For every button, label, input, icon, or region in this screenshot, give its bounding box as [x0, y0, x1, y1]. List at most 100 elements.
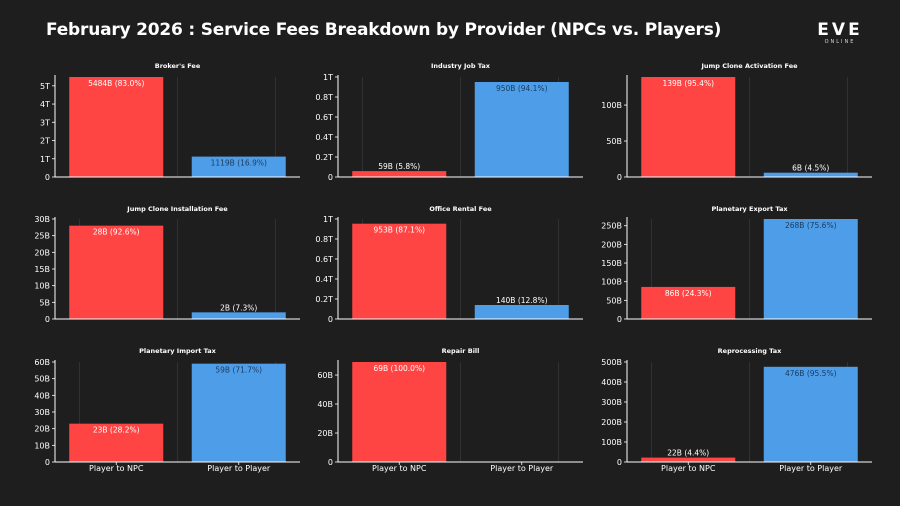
x-tick-label: Player to NPC — [89, 464, 144, 473]
y-tick-label: 0 — [617, 173, 622, 182]
bar-player-to-player — [191, 312, 286, 319]
chart-title: Jump Clone Activation Fee — [700, 62, 798, 70]
bar-player-to-player — [474, 305, 569, 319]
y-tick-label: 0 — [328, 173, 333, 182]
y-tick-label: 0 — [617, 458, 622, 467]
y-tick-label: 0.8T — [315, 93, 333, 102]
y-tick-label: 300B — [601, 398, 622, 407]
bar-player-to-player — [474, 82, 569, 177]
logo-subtext: ONLINE — [824, 39, 856, 45]
y-tick-label: 60B — [317, 371, 333, 380]
y-tick-label: 0.6T — [315, 255, 333, 264]
y-tick-label: 500B — [601, 358, 622, 367]
chart-planetary-export-tax: Planetary Export Tax 0 50B 100B 150B 200B 250B… — [601, 205, 872, 324]
y-tick-label: 50B — [34, 375, 50, 384]
y-tick-label: 400B — [601, 378, 622, 387]
y-tick-label: 15B — [34, 265, 50, 274]
y-tick-label: 0.4T — [315, 133, 333, 142]
y-tick-label: 200B — [601, 240, 622, 249]
x-tick-label: Player to Player — [207, 464, 271, 473]
bar-value-label: 23B (28.2%) — [93, 426, 140, 435]
chart-title: Broker's Fee — [155, 62, 201, 70]
bar-value-label: 953B (87.1%) — [373, 226, 425, 235]
y-tick-label: 40B — [317, 400, 333, 409]
y-tick-label: 0.4T — [315, 275, 333, 284]
eve-online-logo: EVE ONLINE — [808, 20, 872, 46]
chart-title: Planetary Export Tax — [711, 205, 788, 213]
chart-title: Office Rental Fee — [429, 205, 492, 213]
chart-industry-job-tax: Industry Job Tax 0 0.2T 0.4T 0.6T 0.8T 1T 59B (… — [315, 62, 583, 182]
y-tick-label: 5B — [39, 298, 50, 307]
bar-value-label: 6B (4.5%) — [792, 164, 829, 173]
bar-player-to-npc — [352, 362, 447, 462]
chart-office-rental-fee: Office Rental Fee 0 0.2T 0.4T 0.6T 0.8T 1T 953B… — [315, 205, 583, 324]
x-tick-label: Player to Player — [779, 464, 843, 473]
y-tick-label: 30B — [34, 408, 50, 417]
y-tick-label: 0 — [328, 315, 333, 324]
y-tick-label: 10B — [34, 282, 50, 291]
chart-title: Industry Job Tax — [431, 62, 491, 70]
y-tick-label: 40B — [34, 391, 50, 400]
bar-value-label: 86B (24.3%) — [665, 289, 712, 298]
chart-title: Jump Clone Installation Fee — [126, 205, 228, 213]
bar-value-label: 22B (4.4%) — [667, 449, 709, 458]
chart-title: Reprocessing Tax — [718, 347, 782, 355]
y-tick-label: 250B — [601, 222, 622, 231]
bar-player-to-npc — [352, 223, 447, 319]
chart-planetary-import-tax: Planetary Import Tax 0 10B 20B 30B 40B 50B 60B 2… — [34, 347, 300, 473]
chart-title: Repair Bill — [442, 347, 480, 355]
bar-value-label: 59B (71.7%) — [215, 366, 262, 375]
bar-value-label: 59B (5.8%) — [378, 162, 420, 171]
bar-value-label: 69B (100.0%) — [373, 364, 425, 373]
bar-value-label: 5484B (83.0%) — [88, 79, 144, 88]
bar-player-to-npc — [641, 457, 736, 462]
y-tick-label: 25B — [34, 232, 50, 241]
y-tick-label: 100B — [601, 278, 622, 287]
y-tick-label: 0 — [45, 173, 50, 182]
y-tick-label: 30B — [34, 215, 50, 224]
bar-player-to-player — [763, 172, 858, 177]
chart-jump-clone-installation-fee: Jump Clone Installation Fee 0 5B 10B 15B 20B 2… — [34, 205, 300, 324]
chart-reprocessing-tax: Reprocessing Tax 0 100B 200B 300B 400B 500B 22B… — [601, 347, 872, 473]
y-tick-label: 10B — [34, 441, 50, 450]
y-tick-label: 0 — [45, 458, 50, 467]
chart-repair-bill: Repair Bill 0 20B 40B 60B 69B (100.0%) Player … — [317, 347, 583, 473]
y-tick-label: 0.2T — [315, 153, 333, 162]
chart-jump-clone-activation-fee: Jump Clone Activation Fee 0 50B 100B 139B (9… — [601, 62, 872, 182]
bar-value-label: 28B (92.6%) — [93, 228, 140, 237]
bar-player-to-player — [763, 219, 858, 319]
bar-value-label: 2B (7.3%) — [220, 303, 257, 312]
y-tick-label: 1T — [323, 73, 333, 82]
y-tick-label: 5T — [40, 82, 50, 91]
bar-value-label: 950B (94.1%) — [496, 84, 548, 93]
y-tick-label: 0 — [328, 458, 333, 467]
y-tick-label: 0 — [617, 315, 622, 324]
y-tick-label: 100B — [601, 101, 622, 110]
bar-player-to-npc — [641, 77, 736, 177]
y-tick-label: 20B — [34, 425, 50, 434]
y-tick-label: 0.6T — [315, 113, 333, 122]
y-tick-label: 0.2T — [315, 295, 333, 304]
bar-value-label: 140B (12.8%) — [496, 296, 548, 305]
x-tick-label: Player to NPC — [372, 464, 427, 473]
bar-value-label: 268B (75.6%) — [785, 221, 837, 230]
y-tick-label: 3T — [40, 118, 50, 127]
bar-player-to-npc — [69, 225, 164, 319]
y-tick-label: 1T — [323, 215, 333, 224]
chart-broker-s-fee: Broker's Fee 0 1T 2T 3T 4T 5T 5484B (83.0%) 1119… — [40, 62, 300, 182]
bar-value-label: 476B (95.5%) — [785, 369, 837, 378]
bar-player-to-player — [191, 156, 286, 177]
y-tick-label: 2T — [40, 137, 50, 146]
bar-player-to-npc — [641, 286, 736, 319]
y-tick-label: 60B — [34, 358, 50, 367]
bar-player-to-player — [191, 363, 286, 462]
bar-value-label: 1119B (16.9%) — [211, 159, 267, 168]
bar-player-to-npc — [69, 77, 164, 177]
page-title: February 2026 : Service Fees Breakdown b… — [46, 20, 722, 40]
y-tick-label: 20B — [34, 248, 50, 257]
y-tick-label: 50B — [606, 137, 622, 146]
y-tick-label: 100B — [601, 438, 622, 447]
y-tick-label: 0 — [45, 315, 50, 324]
bar-player-to-npc — [69, 423, 164, 462]
